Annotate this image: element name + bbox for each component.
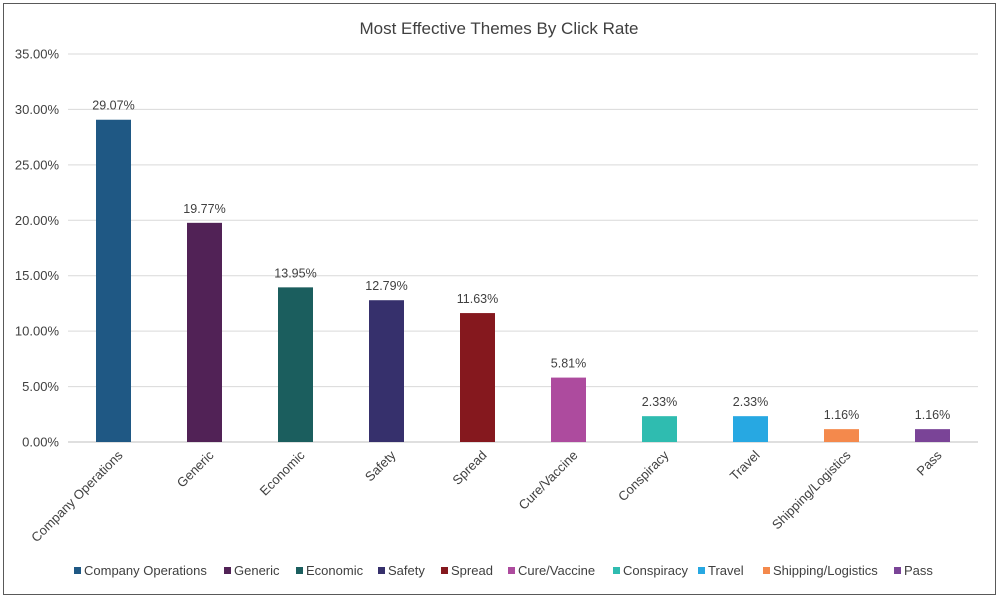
legend-item: Company Operations bbox=[74, 563, 207, 578]
x-tick-label: Generic bbox=[174, 447, 217, 490]
data-label: 19.77% bbox=[183, 202, 225, 216]
y-tick-label: 0.00% bbox=[22, 435, 59, 450]
data-label: 1.16% bbox=[824, 408, 859, 422]
legend-swatch bbox=[224, 567, 231, 574]
x-tick-label: Cure/Vaccine bbox=[516, 448, 581, 513]
legend-swatch bbox=[296, 567, 303, 574]
y-axis-ticks: 0.00% 5.00% 10.00% 15.00% 20.00% 25.00% 30.00%… bbox=[15, 47, 60, 450]
y-tick-label: 25.00% bbox=[15, 157, 60, 172]
data-label: 13.95% bbox=[274, 266, 316, 280]
legend-item: Shipping/Logistics bbox=[763, 563, 878, 578]
legend-item: Cure/Vaccine bbox=[508, 563, 595, 578]
bar bbox=[96, 119, 131, 443]
data-label: 2.33% bbox=[733, 395, 768, 409]
x-tick-label: Economic bbox=[257, 447, 308, 498]
data-label: 11.63% bbox=[457, 292, 498, 306]
x-tick-label: Travel bbox=[727, 447, 763, 483]
legend-swatch bbox=[894, 567, 901, 574]
bar bbox=[642, 416, 677, 442]
y-tick-label: 35.00% bbox=[15, 47, 60, 62]
bar bbox=[824, 429, 859, 442]
bar bbox=[187, 222, 222, 442]
y-tick-label: 5.00% bbox=[22, 379, 59, 394]
legend-item: Travel bbox=[698, 563, 744, 578]
data-label: 12.79% bbox=[365, 279, 407, 293]
y-tick-label: 30.00% bbox=[15, 102, 60, 117]
x-tick-label: Pass bbox=[914, 447, 945, 478]
legend-swatch bbox=[508, 567, 515, 574]
bar bbox=[460, 313, 495, 442]
x-tick-label: Conspiracy bbox=[615, 447, 672, 504]
x-axis-ticks: Company Operations Generic Economic Safety S… bbox=[28, 447, 945, 545]
x-tick-label: Shipping/Logistics bbox=[769, 447, 854, 532]
legend-label: Economic bbox=[306, 563, 364, 578]
legend-swatch bbox=[698, 567, 705, 574]
legend: Company Operations Generic Economic Safety S… bbox=[74, 563, 933, 578]
y-tick-label: 20.00% bbox=[15, 213, 60, 228]
legend-label: Cure/Vaccine bbox=[518, 563, 595, 578]
legend-label: Travel bbox=[708, 563, 744, 578]
legend-item: Economic bbox=[296, 563, 364, 578]
y-tick-label: 15.00% bbox=[15, 268, 60, 283]
legend-label: Pass bbox=[904, 563, 933, 578]
legend-label: Shipping/Logistics bbox=[773, 563, 878, 578]
legend-item: Conspiracy bbox=[613, 563, 689, 578]
legend-swatch bbox=[441, 567, 448, 574]
bar bbox=[278, 287, 313, 442]
legend-label: Company Operations bbox=[84, 563, 207, 578]
legend-item: Generic bbox=[224, 563, 280, 578]
legend-swatch bbox=[378, 567, 385, 574]
bar bbox=[915, 429, 950, 442]
legend-label: Conspiracy bbox=[623, 563, 689, 578]
data-label: 1.16% bbox=[915, 408, 950, 422]
chart-title: Most Effective Themes By Click Rate bbox=[359, 19, 638, 38]
data-labels: 29.07% 19.77% 13.95% 12.79% 11.63% 5.81% 2.33%… bbox=[92, 99, 950, 422]
data-label: 2.33% bbox=[642, 395, 677, 409]
data-label: 5.81% bbox=[551, 357, 586, 371]
legend-swatch bbox=[763, 567, 770, 574]
legend-item: Pass bbox=[894, 563, 933, 578]
legend-label: Generic bbox=[234, 563, 280, 578]
bar bbox=[369, 300, 404, 442]
legend-item: Spread bbox=[441, 563, 493, 578]
legend-swatch bbox=[613, 567, 620, 574]
y-tick-label: 10.00% bbox=[15, 324, 60, 339]
x-tick-label: Safety bbox=[362, 447, 399, 484]
x-tick-label: Company Operations bbox=[28, 447, 126, 545]
legend-label: Safety bbox=[388, 563, 425, 578]
x-tick-label: Spread bbox=[449, 448, 489, 488]
data-label: 29.07% bbox=[92, 99, 134, 113]
chart-frame bbox=[3, 3, 996, 595]
legend-item: Safety bbox=[378, 563, 425, 578]
bars bbox=[96, 119, 950, 443]
legend-label: Spread bbox=[451, 563, 493, 578]
bar bbox=[733, 416, 768, 442]
legend-swatch bbox=[74, 567, 81, 574]
bar bbox=[551, 377, 586, 442]
